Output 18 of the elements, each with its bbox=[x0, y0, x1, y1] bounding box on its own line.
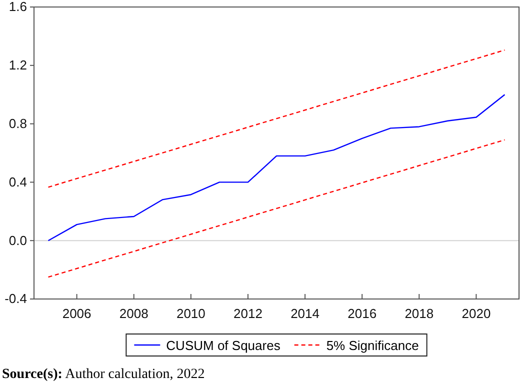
x-tick-label: 2014 bbox=[290, 306, 320, 322]
y-tick-label: 1.2 bbox=[8, 58, 27, 73]
x-tick-label: 2018 bbox=[404, 306, 434, 322]
y-tick-label: 0.8 bbox=[8, 116, 27, 131]
source-note: Source(s): Author calculation, 2022 bbox=[2, 367, 205, 382]
x-tick-label: 2012 bbox=[234, 306, 262, 322]
legend-label: 5% Significance bbox=[326, 338, 419, 353]
y-tick-label: 0.0 bbox=[8, 232, 27, 248]
x-tick-label: 2016 bbox=[348, 306, 377, 322]
y-tick-label: 0.4 bbox=[8, 174, 27, 190]
line-series bbox=[48, 94, 506, 242]
x-tick-label: 2010 bbox=[176, 306, 206, 322]
legend-label: CUSUM of Squares bbox=[166, 338, 281, 353]
y-tick-label: 1.6 bbox=[8, 0, 27, 14]
y-tick-label: -0.4 bbox=[4, 291, 27, 306]
x-tick-label: 2008 bbox=[119, 306, 148, 322]
x-tick-label: 2020 bbox=[462, 306, 491, 322]
x-tick-label: 2006 bbox=[62, 306, 92, 322]
